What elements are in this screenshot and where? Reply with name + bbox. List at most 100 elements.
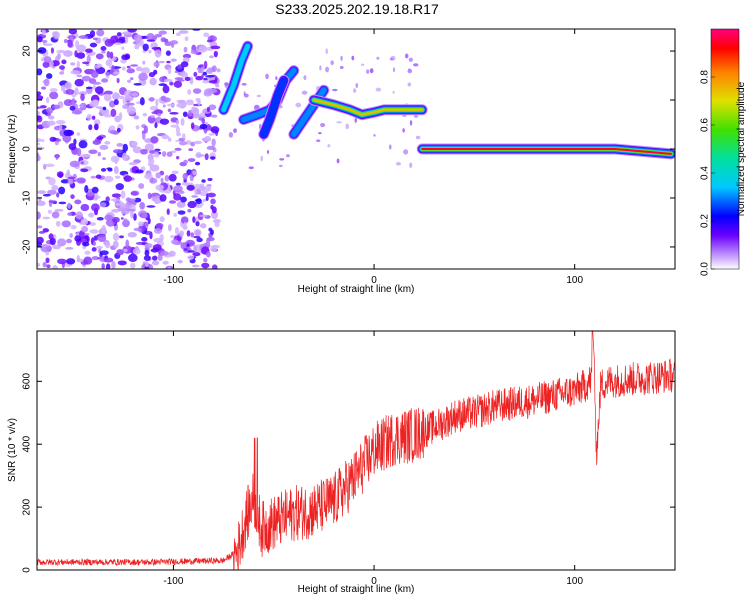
colorbar: 0.0 0.2 0.4 0.6 0.8 Normalized spectral ampl… [700, 28, 747, 276]
snr-x-label: Height of straight line (km) [298, 584, 415, 595]
noise-blob [199, 223, 207, 229]
noise-blob [42, 61, 50, 68]
noise-blob [130, 92, 138, 97]
noise-blob [186, 184, 195, 191]
noise-blob [49, 91, 59, 100]
noise-blob [183, 248, 188, 251]
noise-blob [360, 63, 365, 66]
noise-blob [408, 68, 411, 72]
noise-blob [213, 50, 218, 58]
noise-blob [210, 245, 218, 252]
noise-blob [133, 82, 142, 86]
noise-blob [38, 196, 42, 202]
noise-blob [173, 185, 183, 193]
noise-blob [37, 200, 46, 207]
noise-blob [182, 133, 186, 139]
noise-blob [46, 264, 51, 269]
noise-blob [325, 48, 328, 55]
noise-blob [42, 193, 51, 197]
noise-blob [228, 131, 234, 138]
noise-blob [409, 162, 413, 168]
noise-blob [37, 211, 41, 220]
noise-blob [191, 264, 200, 268]
noise-blob [392, 67, 395, 73]
noise-blob [169, 112, 179, 115]
noise-blob [122, 104, 129, 110]
snr-y-tick-label: 400 [22, 435, 33, 452]
noise-blob [144, 249, 150, 257]
noise-blob [199, 214, 208, 218]
noise-blob [61, 59, 67, 65]
noise-blob [169, 81, 174, 86]
noise-blob [37, 91, 42, 96]
trace-mode-3 [262, 79, 285, 136]
colorbar-tick-label: 0.8 [700, 70, 711, 84]
noise-blob [37, 94, 44, 101]
noise-blob [37, 68, 43, 76]
noise-blob [193, 235, 201, 239]
noise-blob [104, 141, 111, 145]
noise-blob [115, 183, 124, 191]
noise-blob [303, 75, 307, 81]
noise-blob [154, 122, 158, 129]
noise-blob [208, 104, 217, 110]
noise-blob [175, 119, 180, 125]
noise-blob [208, 227, 213, 232]
noise-blob [345, 123, 350, 130]
noise-blob [110, 155, 120, 163]
noise-blob [207, 88, 218, 94]
noise-blob [91, 81, 102, 85]
noise-blob [111, 64, 115, 73]
noise-blob [144, 173, 153, 180]
noise-blob [207, 177, 213, 182]
noise-blob [79, 103, 84, 108]
noise-blob [215, 84, 220, 88]
noise-blob [37, 106, 43, 110]
noise-blob [195, 154, 206, 157]
noise-blob [135, 125, 140, 130]
noise-blob [154, 200, 160, 205]
noise-blob [130, 262, 136, 269]
noise-blob [142, 112, 148, 117]
noise-blob [103, 257, 114, 263]
noise-blob [149, 105, 159, 111]
noise-blob [319, 65, 322, 71]
noise-blob [183, 46, 188, 53]
noise-blob [212, 219, 221, 224]
noise-blob [80, 168, 89, 173]
noise-blob [51, 211, 60, 219]
noise-blob [37, 36, 43, 43]
noise-blob [339, 65, 344, 70]
noise-blob [176, 99, 186, 103]
noise-blob [132, 146, 142, 154]
noise-blob [122, 152, 128, 161]
noise-blob [40, 244, 50, 248]
noise-blob [180, 216, 189, 224]
noise-blob [212, 264, 218, 269]
noise-blob [153, 151, 160, 158]
noise-blob [408, 57, 413, 62]
noise-blob [178, 140, 188, 146]
noise-blob [206, 106, 210, 112]
noise-blob [142, 43, 149, 52]
noise-blob [193, 245, 197, 252]
noise-blob [155, 172, 161, 179]
noise-blob [180, 196, 187, 203]
noise-blob [101, 51, 106, 54]
noise-blob [41, 29, 46, 36]
noise-blob [56, 49, 66, 54]
noise-blob [56, 192, 60, 198]
noise-blob [59, 71, 64, 75]
noise-blob [43, 43, 53, 46]
noise-blob [55, 220, 61, 227]
noise-blob [248, 166, 254, 170]
chart-title: S233.2025.202.19.18.R17 [275, 1, 439, 17]
noise-blob [41, 86, 47, 90]
noise-blob [122, 31, 132, 36]
noise-blob [366, 69, 370, 74]
noise-blob [63, 129, 73, 137]
noise-blob [64, 82, 70, 88]
noise-blob [201, 118, 206, 124]
noise-blob [47, 115, 55, 120]
noise-blob [170, 239, 179, 245]
